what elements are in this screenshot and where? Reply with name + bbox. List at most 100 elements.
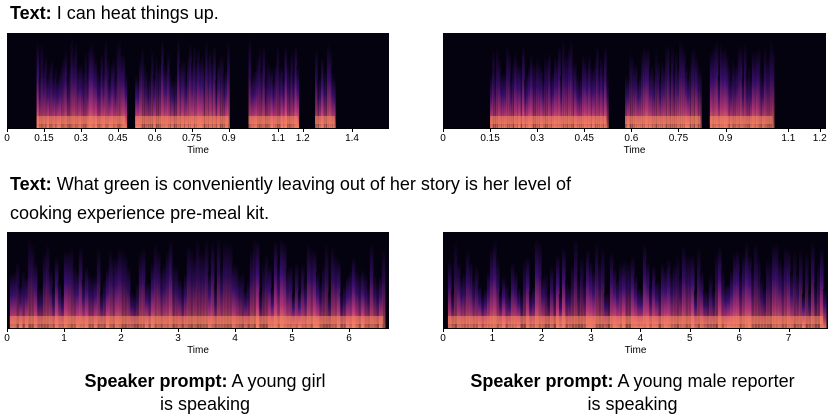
x-tick-label: 0.15 xyxy=(34,133,54,144)
spectrogram-column xyxy=(57,281,62,328)
spectrogram-column xyxy=(193,44,196,128)
spectrogram-column xyxy=(753,53,757,128)
spectrogram-column xyxy=(555,254,560,328)
spectrogram-column xyxy=(702,289,707,328)
spectrogram-column xyxy=(118,38,122,128)
spectrogram-column xyxy=(33,261,38,328)
spectrogram-band xyxy=(9,316,384,324)
spectrogram-column xyxy=(574,62,577,128)
spectrogram-column xyxy=(92,50,96,128)
spectrogram-column xyxy=(375,281,380,328)
spectrogram-column xyxy=(679,39,682,128)
spectrogram-column xyxy=(153,243,158,328)
spectrogram-column xyxy=(500,71,503,128)
spectrogram-column xyxy=(763,47,767,128)
spectrogram-column xyxy=(768,260,773,328)
spectrogram-column xyxy=(633,274,638,328)
spectrogram-column xyxy=(209,50,212,128)
spectrogram-column xyxy=(192,255,197,328)
spectrogram-column xyxy=(715,41,719,128)
spectrogram-column xyxy=(159,62,162,128)
x-tick xyxy=(689,328,691,332)
spectrogram-column xyxy=(145,70,148,128)
spectrogram-column xyxy=(659,78,662,128)
spectrogram-column xyxy=(167,51,170,128)
spectrogram-column xyxy=(48,63,52,128)
spectrogram-column xyxy=(792,250,797,328)
spectrogram-column xyxy=(717,246,722,328)
spectrogram-column xyxy=(99,291,104,328)
spectrogram-column xyxy=(538,60,541,128)
spectrogram-column xyxy=(321,57,324,128)
spectrogram-column xyxy=(246,279,251,328)
spectrogram-column xyxy=(366,283,371,328)
x-tick xyxy=(788,328,790,332)
spectrogram-column xyxy=(727,61,731,128)
spectrogram-column xyxy=(286,59,290,128)
spectrogram-column xyxy=(759,277,764,328)
spectrogram-column xyxy=(175,74,178,128)
spectrogram-column xyxy=(309,247,314,328)
spectrogram-column xyxy=(90,43,94,128)
spectrogram-column xyxy=(282,241,287,328)
spectrogram-column xyxy=(560,76,563,128)
prompt-left-line-2: is speaking xyxy=(159,394,251,414)
spectrogram-column xyxy=(645,49,648,128)
spectrogram-column xyxy=(643,45,646,128)
spectrogram-column xyxy=(70,37,74,128)
spectrogram-column xyxy=(189,247,194,328)
spectrogram-image xyxy=(7,33,389,128)
x-tick-label: 1 xyxy=(489,333,496,344)
spectrogram-column xyxy=(282,77,286,128)
x-tick-label: 0.6 xyxy=(147,133,162,144)
spectrogram-column xyxy=(264,252,269,328)
spectrogram-column xyxy=(699,68,702,128)
spectrogram-column xyxy=(143,61,146,128)
x-tick-label: 1.2 xyxy=(295,133,310,144)
spectrogram-column xyxy=(86,71,90,128)
spectrogram-column xyxy=(150,262,155,328)
x-tick xyxy=(352,128,354,132)
spectrogram-column xyxy=(141,46,144,128)
spectrogram-column xyxy=(546,292,551,328)
spectrogram-column xyxy=(260,67,264,128)
spectrogram-column xyxy=(129,291,134,328)
spectrogram-column xyxy=(675,256,680,328)
spectrogram-column xyxy=(88,45,92,128)
text-label: Text: xyxy=(10,3,52,23)
spectrogram-column xyxy=(161,39,164,128)
spectrogram-column xyxy=(582,54,585,128)
spectrogram-texture xyxy=(9,237,386,328)
spectrogram-column xyxy=(98,73,102,128)
spectrogram-column xyxy=(243,289,248,328)
spectrogram-column xyxy=(296,66,300,128)
x-axis-title: Time xyxy=(623,145,646,156)
spectrogram-column xyxy=(117,247,122,328)
spectrogram-column xyxy=(757,46,761,128)
spectrogram-column xyxy=(719,43,723,128)
spectrogram-column xyxy=(633,63,636,128)
spectrogram-column xyxy=(217,62,220,128)
spectrogram-column xyxy=(769,39,773,128)
spectrogram-column xyxy=(93,275,98,328)
spectrogram-column xyxy=(249,250,254,328)
spectrogram-column xyxy=(655,51,658,128)
spectrogram-column xyxy=(171,263,176,328)
spectrogram-column xyxy=(648,285,653,328)
spectrogram-column xyxy=(490,75,493,128)
spectrogram-column xyxy=(342,284,347,328)
spectrogram-column xyxy=(27,238,32,328)
spectrogram-column xyxy=(579,255,584,328)
spectrogram-column xyxy=(687,75,690,128)
spectrogram-column xyxy=(195,61,198,128)
spectrogram-column xyxy=(498,58,501,128)
x-tick xyxy=(7,128,8,132)
x-tick-label: 0 xyxy=(4,333,10,344)
x-tick xyxy=(640,328,642,332)
x-tick xyxy=(490,128,492,132)
spectrogram-column xyxy=(144,282,149,328)
spectrogram-column xyxy=(87,272,92,328)
x-tick-label: 0 xyxy=(440,133,446,144)
spectrogram-column xyxy=(502,72,505,128)
x-axis xyxy=(443,128,826,129)
